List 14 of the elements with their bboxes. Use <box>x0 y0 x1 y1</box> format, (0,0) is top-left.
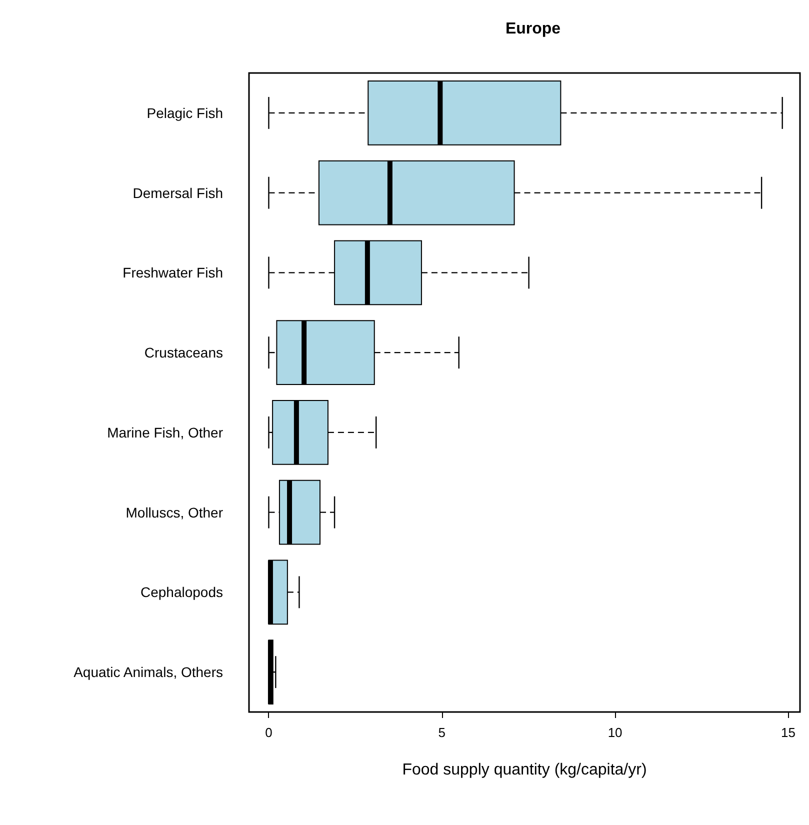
chart-title: Europe <box>505 20 561 38</box>
y-tick-label: Cephalopods <box>140 584 223 600</box>
x-tick-label: 5 <box>438 725 446 740</box>
y-tick-label: Freshwater Fish <box>122 264 223 281</box>
y-tick-label: Crustaceans <box>144 344 223 361</box>
y-tick-label: Molluscs, Other <box>126 504 224 520</box>
x-tick-label: 15 <box>780 725 796 740</box>
y-tick-label: Marine Fish, Other <box>107 424 224 440</box>
y-tick-label: Aquatic Animals, Others <box>74 664 223 680</box>
y-tick-label: Pelagic Fish <box>146 104 223 121</box>
x-axis-title: Food supply quantity (kg/capita/yr) <box>402 762 647 778</box>
x-tick-label: 0 <box>265 725 272 740</box>
x-tick-label: 10 <box>608 725 622 740</box>
y-tick-label: Demersal Fish <box>132 184 223 201</box>
